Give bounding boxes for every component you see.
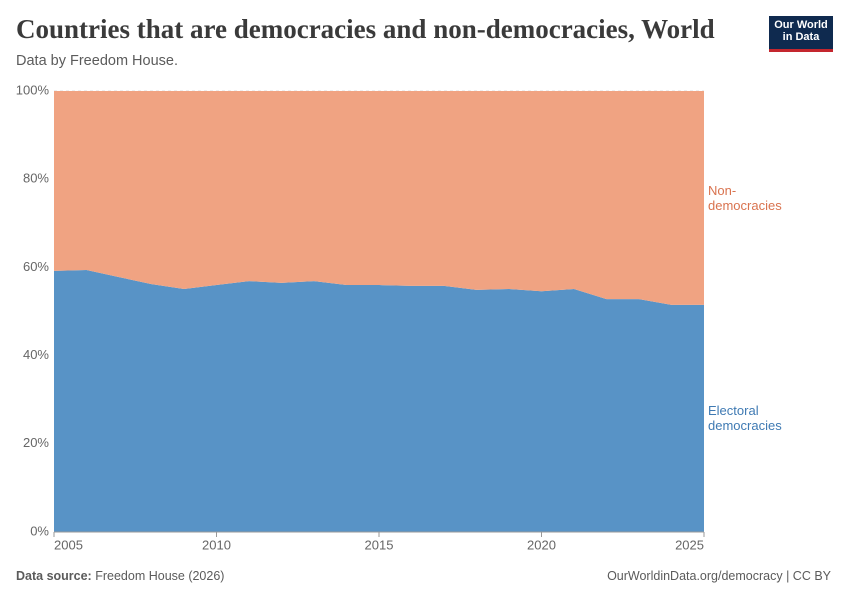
logo-text: Our World — [774, 19, 828, 31]
y-tick-label: 80% — [23, 171, 49, 186]
logo[interactable]: Our World in Data — [769, 16, 833, 52]
series-label[interactable]: Electoral democracies — [708, 403, 782, 434]
source-label: Data source: — [16, 569, 92, 583]
y-tick-label: 60% — [23, 259, 49, 274]
source-text: Freedom House (2026) — [95, 569, 225, 583]
area — [54, 270, 704, 532]
x-tick-label: 2020 — [527, 537, 556, 552]
area — [54, 91, 704, 305]
credit[interactable]: OurWorldinData.org/democracy | CC BY — [607, 569, 831, 583]
logo-text: in Data — [782, 31, 820, 43]
x-tick-label: 2010 — [202, 537, 231, 552]
chart-title: Countries that are democracies and non-d… — [16, 14, 715, 44]
y-tick-label: 20% — [23, 435, 49, 450]
x-tick-label: 2015 — [365, 537, 394, 552]
y-tick-label: 0% — [30, 523, 49, 538]
chart-subtitle: Data by Freedom House. — [16, 53, 178, 69]
x-tick-label: 2005 — [54, 537, 83, 552]
y-tick-label: 100% — [16, 82, 50, 97]
y-tick-label: 40% — [23, 347, 49, 362]
series-label[interactable]: Non-democracies — [708, 182, 782, 213]
x-tick-label: 2025 — [675, 537, 704, 552]
source: Data source: Freedom House (2026) — [16, 569, 224, 583]
